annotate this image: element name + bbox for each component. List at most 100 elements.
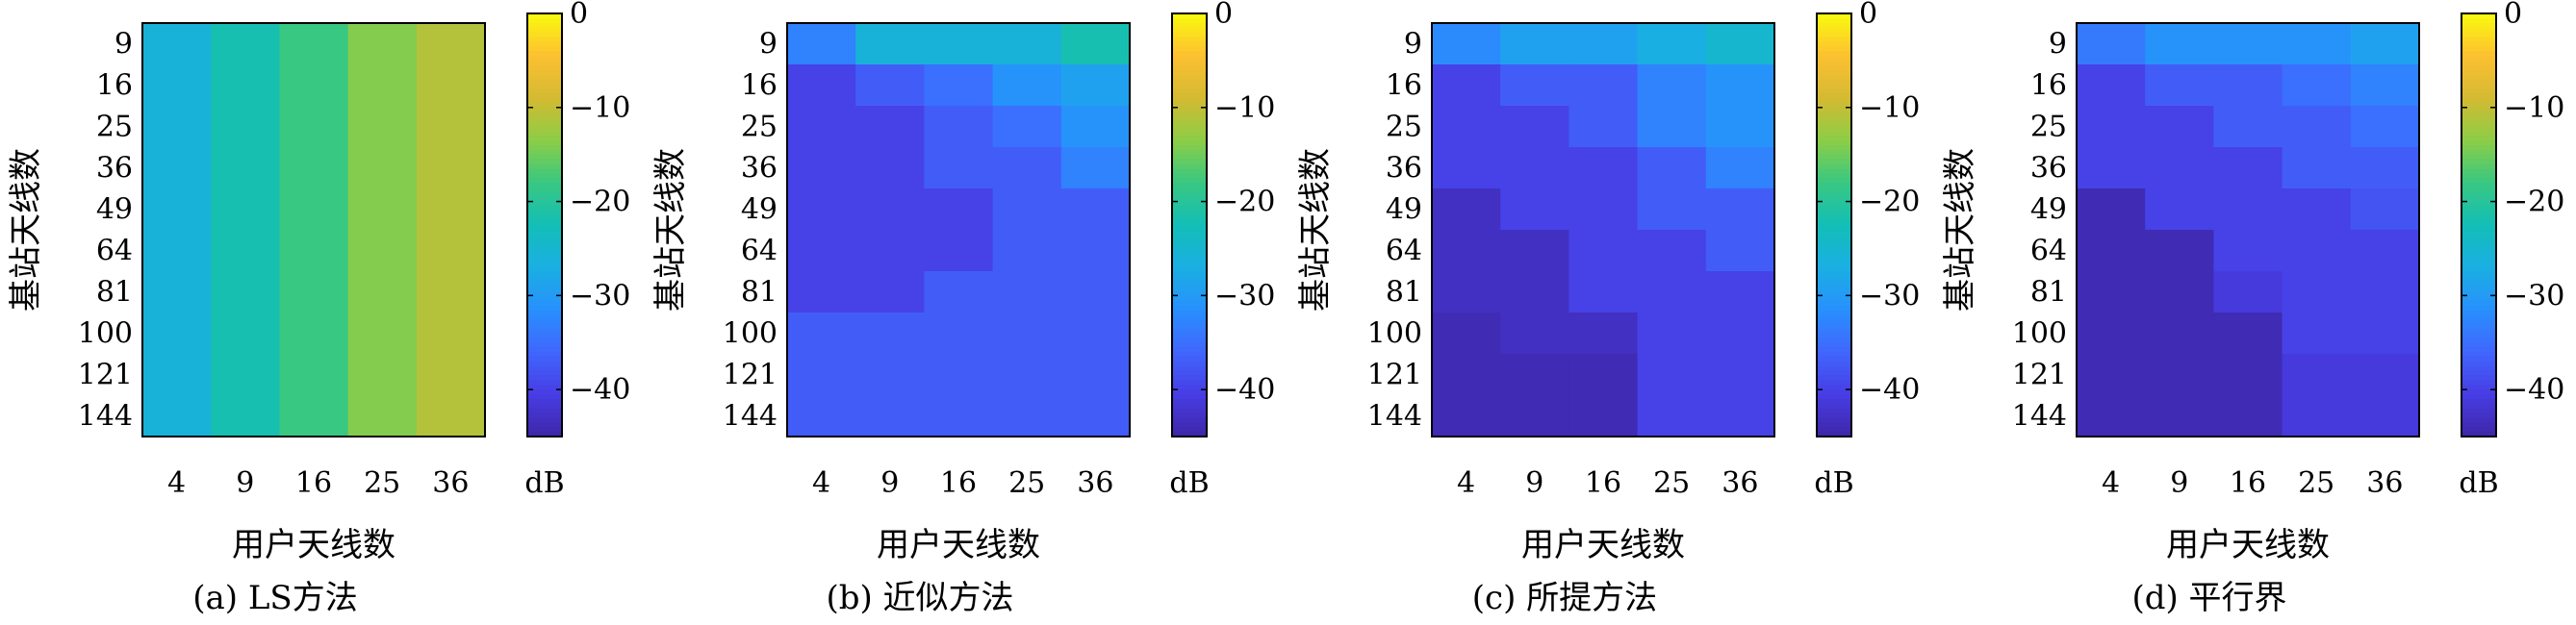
- heatmap-cell: [787, 354, 856, 396]
- colorbar-segment: [527, 79, 562, 85]
- colorbar-segment: [1817, 51, 1851, 57]
- heatmap-cell: [211, 106, 280, 148]
- colorbar-segment: [1172, 93, 1207, 99]
- heatmap-cell: [787, 147, 856, 189]
- colorbar-unit-label: dB: [2459, 466, 2498, 500]
- colorbar-segment: [527, 74, 562, 81]
- colorbar-segment: [527, 149, 562, 156]
- colorbar-segment: [2461, 281, 2496, 288]
- colorbar-segment: [2461, 178, 2496, 184]
- heatmap-cell: [855, 230, 925, 272]
- colorbar-segment: [1172, 126, 1207, 132]
- colorbar-segment: [1172, 347, 1207, 353]
- heatmap-cell: [1500, 188, 1569, 231]
- heatmap-cell: [2350, 106, 2420, 148]
- colorbar-segment: [1172, 102, 1207, 109]
- heatmap-cell: [2350, 23, 2420, 65]
- x-tick-label: 16: [295, 466, 332, 500]
- colorbar-segment: [1817, 136, 1851, 141]
- colorbar-segment: [527, 112, 562, 118]
- colorbar-segment: [527, 267, 562, 273]
- heatmap-cell: [211, 230, 280, 272]
- colorbar-segment: [1817, 338, 1851, 343]
- colorbar-segment: [1817, 380, 1851, 386]
- colorbar-tick-label: 0: [1859, 0, 1877, 31]
- heatmap-cell: [142, 147, 212, 189]
- heatmap-cell: [924, 230, 994, 272]
- colorbar-segment: [2461, 352, 2496, 358]
- heatmap-cell: [1705, 147, 1775, 189]
- heatmap-cell: [855, 354, 925, 396]
- colorbar-segment: [1817, 370, 1851, 377]
- colorbar-segment: [1817, 229, 1851, 236]
- colorbar-segment: [527, 313, 562, 320]
- heatmap-cell: [347, 354, 418, 396]
- heatmap-cell: [924, 395, 994, 438]
- heatmap-cell: [1569, 312, 1639, 355]
- colorbar-segment: [1817, 286, 1851, 292]
- heatmap-cell: [1637, 23, 1707, 65]
- heatmap-cell: [279, 106, 349, 148]
- heatmap-cell: [1060, 64, 1131, 107]
- colorbar-segment: [2461, 64, 2496, 71]
- colorbar-segment: [527, 389, 562, 395]
- heatmap-cell: [787, 64, 856, 107]
- colorbar-segment: [1172, 17, 1207, 24]
- heatmap-cell: [992, 23, 1062, 65]
- colorbar-segment: [2461, 41, 2496, 47]
- colorbar-segment: [527, 248, 562, 254]
- colorbar-segment: [2461, 417, 2496, 423]
- colorbar-segment: [1817, 84, 1851, 89]
- colorbar-segment: [1172, 46, 1207, 52]
- heatmap-cell: [416, 23, 486, 65]
- colorbar-segment: [2461, 338, 2496, 343]
- heatmap-cell: [924, 64, 994, 107]
- heatmap-cell: [1705, 312, 1775, 355]
- heatmap-cell: [279, 147, 349, 189]
- x-tick-label: 9: [236, 466, 254, 500]
- colorbar-segment: [1172, 258, 1207, 263]
- colorbar-segment: [527, 365, 562, 372]
- colorbar-segment: [1172, 318, 1207, 325]
- heatmap-cell: [416, 395, 486, 438]
- colorbar-segment: [1172, 168, 1207, 174]
- colorbar-tick-label: −30: [1859, 279, 1920, 312]
- colorbar-segment: [2461, 408, 2496, 414]
- colorbar-segment: [527, 206, 562, 212]
- heatmap-cell: [1500, 106, 1569, 148]
- heatmap-cell: [2145, 271, 2214, 313]
- colorbar-segment: [1172, 361, 1207, 367]
- heatmap-cell: [1637, 354, 1707, 396]
- heatmap-cell: [1500, 271, 1569, 313]
- colorbar-segment: [2461, 69, 2496, 76]
- colorbar-segment: [1172, 98, 1207, 104]
- y-tick-label: 25: [96, 111, 133, 144]
- colorbar-segment: [1172, 154, 1207, 161]
- y-tick-label: 121: [723, 359, 778, 392]
- colorbar-segment: [1172, 131, 1207, 137]
- colorbar-segment: [527, 281, 562, 288]
- colorbar-segment: [527, 64, 562, 71]
- colorbar-segment: [1817, 13, 1851, 19]
- colorbar-tick-label: −10: [570, 91, 630, 125]
- colorbar-segment: [1172, 352, 1207, 358]
- heatmap-cell: [992, 147, 1062, 189]
- colorbar-segment: [1817, 417, 1851, 423]
- heatmap-cell: [2213, 354, 2283, 396]
- colorbar-segment: [1817, 17, 1851, 24]
- colorbar-segment: [527, 238, 562, 245]
- x-tick-label: 4: [167, 466, 186, 500]
- colorbar-segment: [1817, 385, 1851, 390]
- x-tick-label: 36: [2366, 466, 2403, 500]
- heatmap-cell: [279, 188, 349, 231]
- colorbar-segment: [1817, 276, 1851, 283]
- y-tick-label: 49: [1386, 193, 1422, 227]
- y-tick-label: 16: [96, 69, 133, 103]
- y-tick-label: 81: [741, 276, 778, 310]
- colorbar-segment: [1172, 144, 1207, 151]
- heatmap-cell: [2213, 395, 2283, 438]
- heatmap-cell: [1500, 395, 1569, 438]
- heatmap-cell: [2077, 271, 2146, 313]
- colorbar-tick-label: −20: [1214, 186, 1275, 219]
